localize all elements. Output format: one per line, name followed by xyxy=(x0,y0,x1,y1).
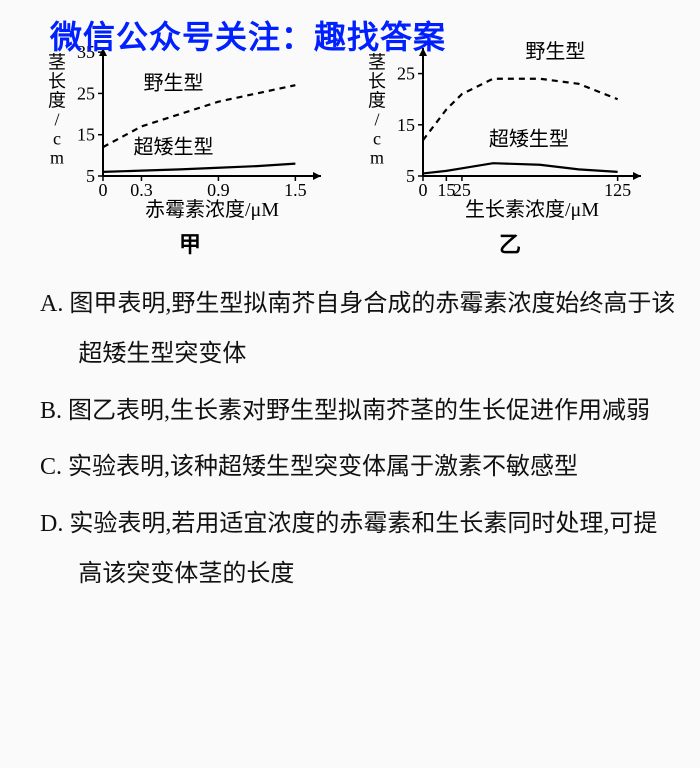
watermark-text: 微信公众号关注：趣找答案 xyxy=(50,12,446,58)
svg-text:15: 15 xyxy=(77,125,95,145)
svg-text:/: / xyxy=(54,109,59,129)
svg-text:c: c xyxy=(53,128,61,148)
svg-text:野生型: 野生型 xyxy=(144,71,204,94)
chart-yi-caption: 乙 xyxy=(365,227,655,259)
svg-text:25: 25 xyxy=(77,83,95,103)
svg-text:超矮生型: 超矮生型 xyxy=(134,135,214,158)
svg-text:赤霉素浓度/μM: 赤霉素浓度/μM xyxy=(145,198,279,220)
svg-text:5: 5 xyxy=(406,166,415,186)
svg-text:野生型: 野生型 xyxy=(525,40,585,63)
answer-options: A. 图甲表明,野生型拟南芥自身合成的赤霉素浓度始终高于该超矮生型突变体 B. … xyxy=(40,279,680,599)
option-a: A. 图甲表明,野生型拟南芥自身合成的赤霉素浓度始终高于该超矮生型突变体 xyxy=(40,279,680,380)
option-b: B. 图乙表明,生长素对野生型拟南芥茎的生长促进作用减弱 xyxy=(40,386,680,436)
svg-text:0.9: 0.9 xyxy=(207,180,230,200)
svg-text:0.3: 0.3 xyxy=(130,180,153,200)
svg-text:生长素浓度/μM: 生长素浓度/μM xyxy=(465,198,599,220)
svg-text:长: 长 xyxy=(48,71,66,91)
chart-jia-caption: 甲 xyxy=(45,227,335,259)
svg-text:0: 0 xyxy=(99,180,108,200)
svg-text:25: 25 xyxy=(453,180,471,200)
svg-text:长: 长 xyxy=(368,71,386,91)
svg-text:15: 15 xyxy=(397,115,415,135)
svg-text:125: 125 xyxy=(604,180,631,200)
svg-text:度: 度 xyxy=(368,90,386,110)
option-d: D. 实验表明,若用适宜浓度的赤霉素和生长素同时处理,可提高该突变体茎的长度 xyxy=(40,499,680,600)
svg-text:超矮生型: 超矮生型 xyxy=(489,127,569,150)
svg-text:/: / xyxy=(374,109,379,129)
svg-text:c: c xyxy=(373,128,381,148)
option-c: C. 实验表明,该种超矮生型突变体属于激素不敏感型 xyxy=(40,442,680,492)
svg-text:0: 0 xyxy=(419,180,428,200)
svg-text:5: 5 xyxy=(86,166,95,186)
svg-text:m: m xyxy=(50,147,64,167)
svg-text:度: 度 xyxy=(48,90,66,110)
svg-text:m: m xyxy=(370,147,384,167)
svg-text:25: 25 xyxy=(397,64,415,84)
svg-text:1.5: 1.5 xyxy=(284,180,307,200)
